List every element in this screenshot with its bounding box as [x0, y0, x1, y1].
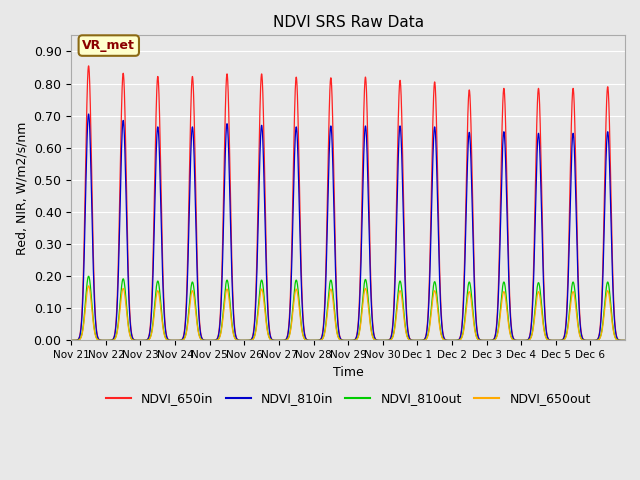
- NDVI_810out: [84, 273, 92, 279]
- NDVI_810in: [490, 336, 497, 342]
- Y-axis label: Red, NIR, W/m2/s/nm: Red, NIR, W/m2/s/nm: [15, 121, 28, 254]
- Line: NDVI_810in: NDVI_810in: [71, 114, 625, 340]
- NDVI_810out: [328, 279, 335, 285]
- Line: NDVI_650out: NDVI_650out: [71, 286, 625, 340]
- NDVI_810in: [280, 337, 288, 343]
- NDVI_810in: [87, 156, 95, 162]
- NDVI_650in: [621, 337, 629, 343]
- NDVI_650out: [586, 337, 594, 343]
- NDVI_810in: [328, 131, 335, 137]
- Line: NDVI_810out: NDVI_810out: [71, 276, 625, 340]
- NDVI_810in: [390, 305, 398, 311]
- NDVI_810in: [405, 334, 413, 340]
- NDVI_650out: [84, 283, 92, 289]
- Title: NDVI SRS Raw Data: NDVI SRS Raw Data: [273, 15, 424, 30]
- X-axis label: Time: Time: [333, 366, 364, 379]
- NDVI_810in: [621, 337, 629, 343]
- NDVI_650in: [405, 334, 413, 339]
- NDVI_650in: [84, 63, 92, 69]
- NDVI_810out: [280, 337, 288, 343]
- NDVI_650out: [490, 337, 497, 343]
- NDVI_650in: [390, 298, 398, 304]
- NDVI_650out: [621, 337, 629, 343]
- NDVI_650out: [67, 337, 75, 343]
- NDVI_650out: [390, 330, 398, 336]
- NDVI_650in: [87, 118, 95, 124]
- NDVI_810in: [84, 111, 92, 117]
- Legend: NDVI_650in, NDVI_810in, NDVI_810out, NDVI_650out: NDVI_650in, NDVI_810in, NDVI_810out, NDV…: [100, 387, 596, 410]
- NDVI_810in: [67, 337, 75, 343]
- NDVI_810out: [390, 328, 398, 334]
- NDVI_650in: [280, 337, 288, 343]
- NDVI_650out: [87, 294, 95, 300]
- NDVI_810out: [87, 286, 95, 292]
- NDVI_810out: [67, 337, 75, 343]
- NDVI_650out: [328, 288, 335, 294]
- Text: VR_met: VR_met: [83, 39, 135, 52]
- NDVI_650in: [490, 336, 497, 342]
- NDVI_650in: [67, 337, 75, 343]
- NDVI_650out: [280, 337, 288, 343]
- NDVI_810out: [490, 337, 497, 343]
- NDVI_650in: [328, 84, 335, 90]
- Line: NDVI_650in: NDVI_650in: [71, 66, 625, 340]
- NDVI_810out: [405, 336, 413, 342]
- NDVI_810out: [621, 337, 629, 343]
- NDVI_650out: [405, 337, 413, 343]
